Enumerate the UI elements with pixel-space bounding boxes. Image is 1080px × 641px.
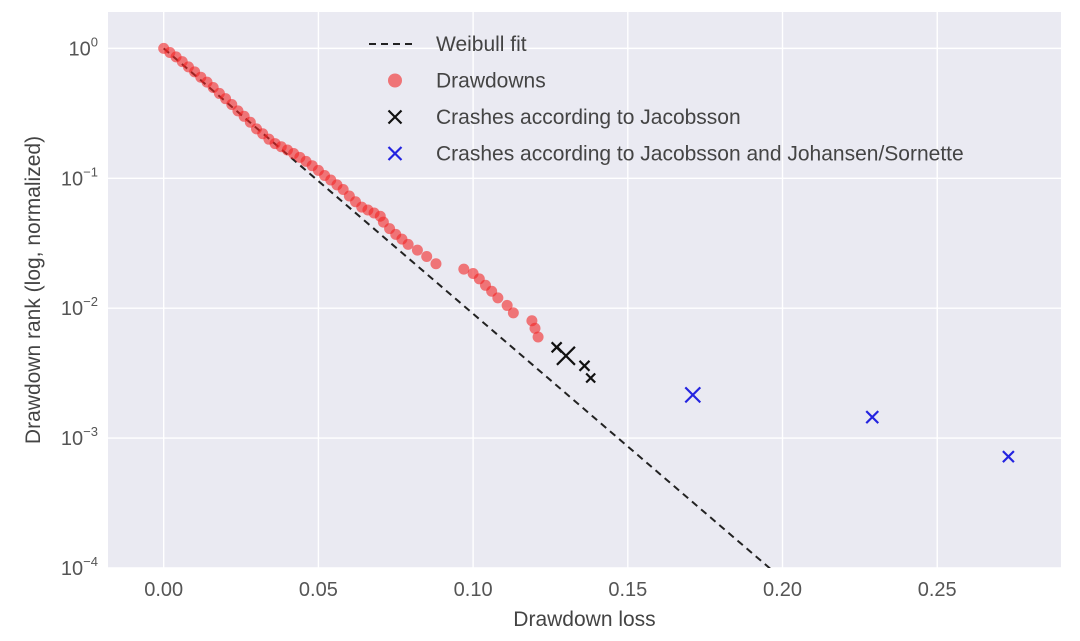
legend-item-crashes-jacobsson-johansen-sornette: Crashes according to Jacobsson and Johan…: [387, 143, 964, 166]
legend-item-weibull-fit: Weibull fit: [369, 33, 527, 56]
x-axis-label: Drawdown loss: [513, 608, 655, 631]
drawdown-point: [430, 258, 442, 270]
legend-label: Crashes according to Jacobsson and Johan…: [436, 143, 964, 166]
drawdown-point: [492, 292, 504, 304]
x-tick-label: 0.05: [299, 579, 338, 601]
x-tick-label: 0.25: [918, 579, 957, 601]
legend-label: Crashes according to Jacobsson: [436, 106, 741, 129]
tick-labels: 0.00 0.05 0.10 0.15 0.20 0.25 100 10−1 10−2 10−3 1…: [61, 34, 957, 601]
series-layer: [158, 42, 1015, 568]
y-tick-label: 100: [69, 34, 98, 60]
drawdown-point: [532, 331, 544, 343]
x-tick-label: 0.20: [763, 579, 802, 601]
plot-background: [108, 12, 1061, 568]
crash-jacobsson-marker: [585, 372, 596, 384]
legend-item-crashes-jacobsson: Crashes according to Jacobsson: [387, 106, 741, 129]
legend-label: Drawdowns: [436, 70, 546, 93]
crash-js-marker: [865, 410, 880, 424]
crash-js-marker: [1002, 450, 1015, 463]
drawdown-point: [458, 263, 470, 275]
drawdown-point: [507, 307, 519, 319]
y-tick-label: 10−3: [61, 424, 98, 450]
legend-marker-dot: [388, 73, 402, 88]
y-tick-label: 10−1: [61, 164, 98, 190]
legend-item-drawdowns: Drawdowns: [388, 70, 546, 93]
y-tick-label: 10−4: [61, 554, 98, 580]
legend-marker-x-black: [387, 109, 403, 125]
x-tick-label: 0.15: [608, 579, 647, 601]
drawdown-point: [411, 244, 423, 256]
drawdown-point: [421, 250, 433, 262]
grid: [108, 12, 1061, 569]
x-tick-label: 0.10: [454, 579, 493, 601]
legend-label: Weibull fit: [436, 33, 527, 56]
x-tick-label: 0.00: [144, 579, 183, 601]
y-tick-label: 10−2: [61, 294, 98, 320]
legend: Weibull fit Drawdowns Crashes according …: [369, 33, 964, 166]
drawdown-point: [529, 322, 541, 334]
crash-jacobsson-marker: [578, 360, 591, 372]
crash-jacobsson-marker: [556, 346, 576, 366]
y-axis-label: Drawdown rank (log, normalized): [22, 136, 45, 444]
drawdown-point: [402, 238, 414, 250]
drawdown-point: [501, 299, 513, 311]
legend-marker-x-blue: [387, 146, 403, 161]
crash-js-marker: [684, 386, 702, 404]
